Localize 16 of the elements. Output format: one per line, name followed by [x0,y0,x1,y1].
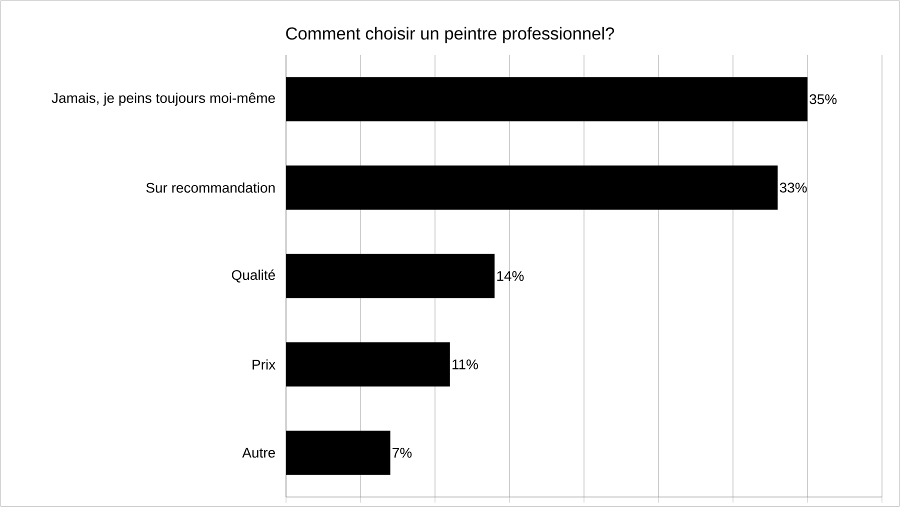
y-tick-label: Qualité [232,270,275,282]
data-label: 33% [780,182,807,193]
data-label: 14% [497,271,524,281]
chart-title: Comment choisir un peintre professionnel? [286,26,614,44]
y-tick-label: Sur recommandation [146,182,275,193]
y-tick-label: Autre [242,448,275,458]
y-tick-label: Prix [252,359,276,370]
y-tick-label: Jamais, je peins toujours moi-même [52,92,275,106]
data-label: 7% [392,448,412,458]
bar [286,254,495,298]
bar [286,77,808,122]
bar [286,430,390,475]
data-label: 35% [810,94,837,104]
bar [286,166,778,210]
data-label: 11% [452,360,478,370]
bar [286,342,450,386]
